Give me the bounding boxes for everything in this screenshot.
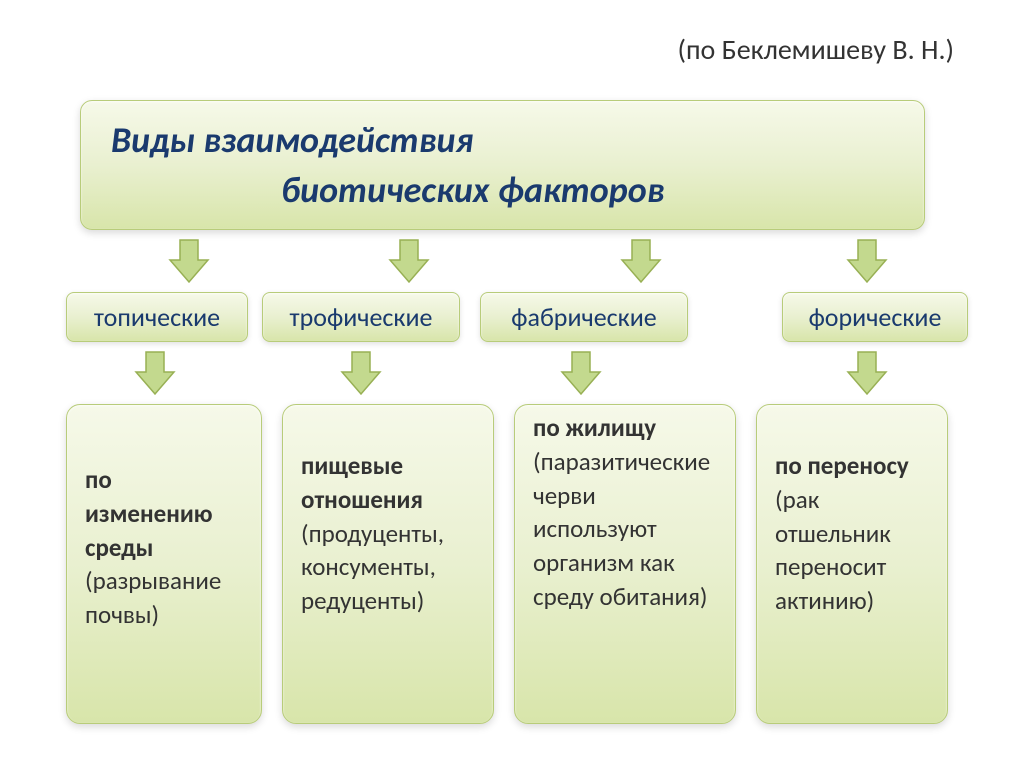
description-bold: пищевые отношения xyxy=(301,450,423,515)
category-label: форические xyxy=(809,301,942,333)
category-label: трофические xyxy=(290,301,433,333)
description-text: по изменению среды (разрывание почвы) xyxy=(85,463,245,632)
description-box: по жилищу (паразитические черви использу… xyxy=(514,404,736,724)
description-box: по переносу (рак отшельник переносит акт… xyxy=(756,404,948,724)
arrow-down-icon xyxy=(168,238,210,284)
category-box: трофические xyxy=(262,292,460,342)
arrow-down-icon xyxy=(388,238,430,284)
description-text: пищевые отношения (продуценты, консумент… xyxy=(301,449,477,618)
arrow-down-icon xyxy=(134,350,176,396)
description-text: по жилищу (паразитические черви использу… xyxy=(533,411,719,614)
category-box: фабрические xyxy=(480,292,688,342)
main-title: Виды взаимодействия биотических факторов xyxy=(80,100,925,230)
category-box: топические xyxy=(66,292,248,342)
title-line2: биотических факторов xyxy=(111,165,894,215)
arrow-down-icon xyxy=(846,350,888,396)
title-line1: Виды взаимодействия xyxy=(111,115,894,165)
description-text: по переносу (рак отшельник переносит акт… xyxy=(775,449,931,618)
description-bold: по жилищу xyxy=(533,412,656,443)
category-label: фабрические xyxy=(511,301,656,333)
arrow-down-icon xyxy=(846,238,888,284)
arrow-down-icon xyxy=(340,350,382,396)
arrow-down-icon xyxy=(620,238,662,284)
arrow-down-icon xyxy=(560,350,602,396)
description-rest: (разрывание почвы) xyxy=(85,565,221,630)
category-box: форические xyxy=(782,292,968,342)
description-rest: (рак отшельник переносит актинию) xyxy=(775,484,891,616)
attribution: (по Беклемишеву В. Н.) xyxy=(677,32,954,67)
description-box: пищевые отношения (продуценты, консумент… xyxy=(282,404,494,724)
category-label: топические xyxy=(94,301,220,333)
description-bold: по изменению среды xyxy=(85,464,213,563)
description-box: по изменению среды (разрывание почвы) xyxy=(66,404,262,724)
description-rest: (паразитические черви используют организ… xyxy=(533,446,710,612)
description-rest: (продуценты, консументы, редуценты) xyxy=(301,518,444,617)
description-bold: по переносу xyxy=(775,450,909,481)
